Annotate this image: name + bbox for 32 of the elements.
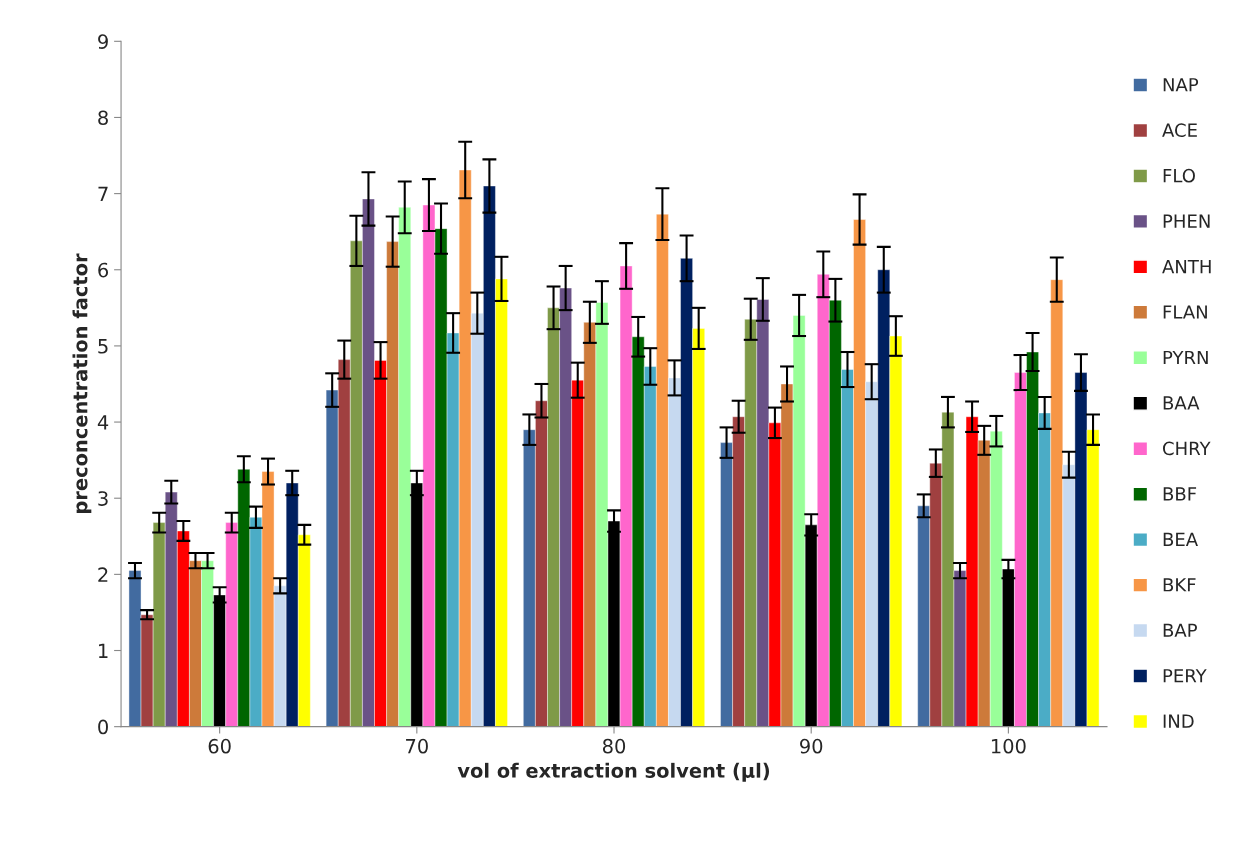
legend-label: BEA	[1163, 532, 1198, 546]
legend-label: FLO	[1163, 168, 1195, 183]
y-tick-label: 7	[98, 186, 108, 201]
legend-label: PERY	[1163, 669, 1207, 683]
legend-label: BKF	[1163, 578, 1196, 592]
y-tick-label: 0	[98, 719, 108, 735]
legend-label: PYRN	[1163, 350, 1208, 365]
y-tick-label: 2	[98, 567, 108, 582]
legend-label: BAP	[1163, 623, 1197, 637]
legend-label: FLAN	[1163, 305, 1207, 319]
legend-label: ANTH	[1162, 259, 1211, 274]
x-tick-label: 80	[602, 738, 626, 754]
x-tick-label: 70	[406, 738, 428, 754]
legend-label: ACE	[1162, 123, 1197, 138]
y-tick-label: 5	[98, 339, 108, 354]
y-tick-label: 6	[98, 262, 109, 278]
y-tick-label: 4	[97, 415, 109, 430]
legend-label: NAP	[1163, 78, 1199, 92]
legend-label: PHEN	[1163, 214, 1210, 228]
legend-label: BBF	[1163, 487, 1197, 501]
legend-label: CHRY	[1162, 441, 1211, 456]
x-tick-label: 90	[800, 738, 823, 754]
y-tick-label: 9	[98, 34, 108, 49]
y-tick-label: 1	[99, 643, 108, 658]
legend-label: IND	[1163, 714, 1194, 728]
y-tick-label: 8	[98, 110, 108, 126]
x-tick-label: 60	[208, 738, 231, 754]
x-tick-label: 100	[991, 738, 1026, 754]
y-tick-label: 3	[98, 491, 108, 506]
legend-label: BAA	[1163, 396, 1200, 410]
y-axis-title: preconcentration factor	[72, 253, 92, 513]
x-axis-title: vol of extraction solvent (µl)	[457, 762, 770, 782]
